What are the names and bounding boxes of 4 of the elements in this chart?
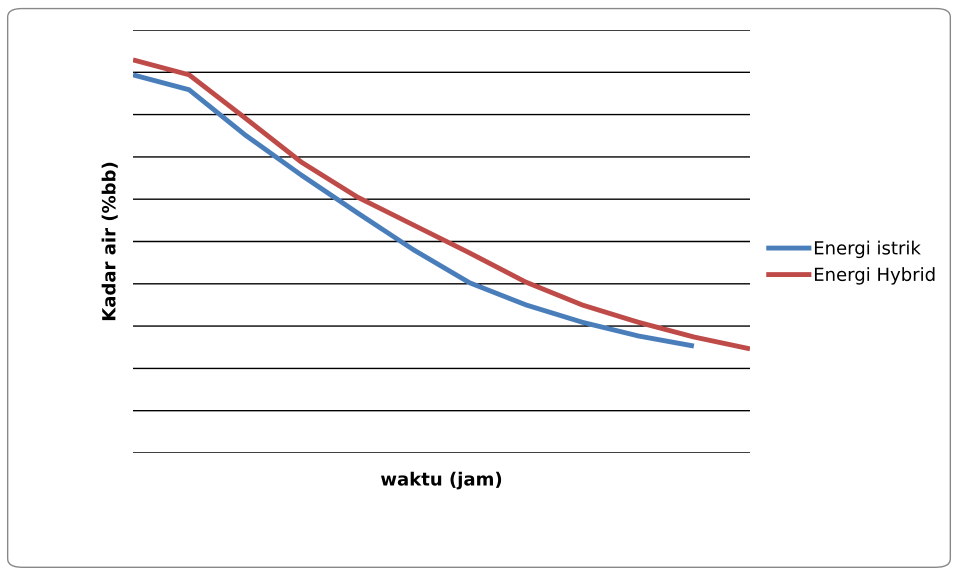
legend-label: Energi Hybrid (814, 267, 934, 285)
legend-label: Energi istrik (814, 240, 921, 258)
x-axis-title: waktu (jam) (380, 472, 502, 490)
y-axis-title: Kadar air (%bb) (102, 162, 118, 320)
